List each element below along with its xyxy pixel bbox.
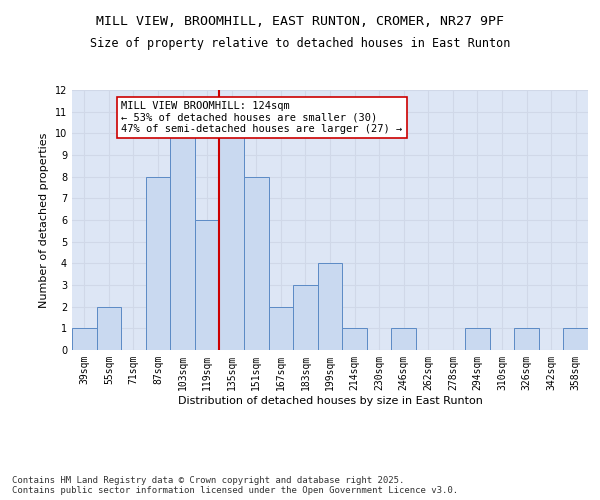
Bar [318,264,342,350]
Y-axis label: Number of detached properties: Number of detached properties [39,132,49,308]
X-axis label: Distribution of detached houses by size in East Runton: Distribution of detached houses by size … [178,396,482,406]
Bar [342,328,367,350]
Text: MILL VIEW, BROOMHILL, EAST RUNTON, CROMER, NR27 9PF: MILL VIEW, BROOMHILL, EAST RUNTON, CROME… [96,15,504,28]
Bar [220,134,244,350]
Bar [244,176,269,350]
Text: Contains HM Land Registry data © Crown copyright and database right 2025.
Contai: Contains HM Land Registry data © Crown c… [12,476,458,495]
Bar [514,328,539,350]
Bar [293,285,318,350]
Bar [391,328,416,350]
Bar [72,328,97,350]
Bar [170,134,195,350]
Bar [97,306,121,350]
Bar [146,176,170,350]
Text: Size of property relative to detached houses in East Runton: Size of property relative to detached ho… [90,38,510,51]
Bar [195,220,220,350]
Bar [563,328,588,350]
Text: MILL VIEW BROOMHILL: 124sqm
← 53% of detached houses are smaller (30)
47% of sem: MILL VIEW BROOMHILL: 124sqm ← 53% of det… [121,101,403,134]
Bar [269,306,293,350]
Bar [465,328,490,350]
